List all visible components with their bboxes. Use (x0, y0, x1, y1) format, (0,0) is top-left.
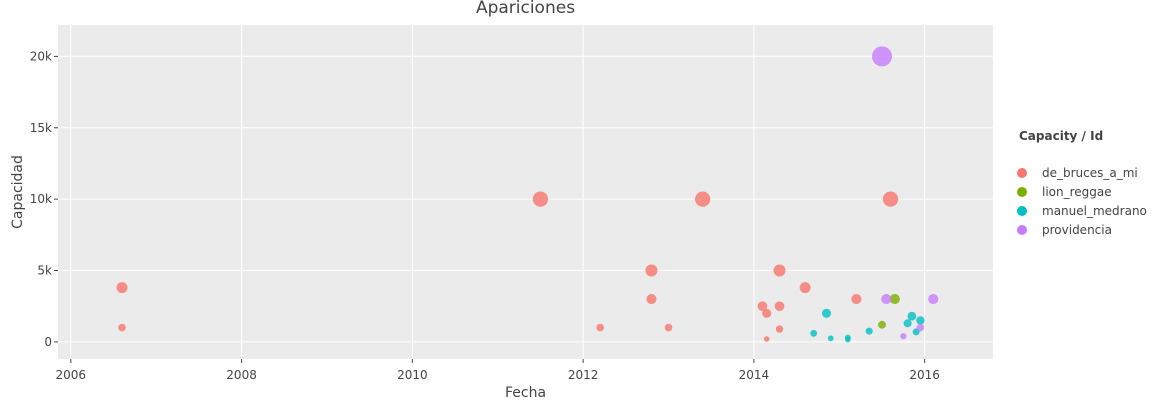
data-point-de_bruces_a_mi[interactable] (757, 301, 768, 312)
grid-lines (58, 25, 993, 359)
data-point-de_bruces_a_mi[interactable] (645, 264, 658, 277)
data-point-providencia[interactable] (871, 46, 892, 67)
legend-marker-manuel_medrano (1017, 206, 1027, 216)
data-point-providencia[interactable] (881, 293, 892, 305)
x-tick-label: 2010 (397, 368, 428, 382)
legend-label-de_bruces_a_mi: de_bruces_a_mi (1042, 166, 1138, 180)
data-point-de_bruces_a_mi[interactable] (775, 325, 784, 333)
data-point-de_bruces_a_mi[interactable] (596, 323, 605, 332)
data-point-de_bruces_a_mi[interactable] (664, 323, 673, 332)
data-point-de_bruces_a_mi[interactable] (532, 191, 549, 207)
data-point-manuel_medrano[interactable] (903, 319, 912, 328)
data-point-manuel_medrano[interactable] (916, 316, 925, 325)
x-tick-label: 2008 (226, 368, 257, 382)
y-tick-label: 15k (30, 121, 52, 135)
x-tick-label: 2012 (568, 368, 599, 382)
data-point-de_bruces_a_mi[interactable] (762, 308, 772, 318)
data-point-de_bruces_a_mi[interactable] (774, 301, 785, 312)
data-point-manuel_medrano[interactable] (845, 337, 851, 343)
data-point-lion_reggae[interactable] (889, 293, 900, 305)
data-point-de_bruces_a_mi[interactable] (851, 293, 862, 305)
axis-ticks: 2006 2008 2010 2012 2014 2016 0 5k 10k 15k 20k (30, 49, 940, 382)
legend-marker-de_bruces_a_mi (1017, 168, 1027, 178)
x-tick-label: 2016 (909, 368, 940, 382)
data-point-de_bruces_a_mi[interactable] (799, 282, 811, 294)
legend-marker-lion_reggae (1017, 187, 1027, 197)
legend-label-providencia: providencia (1042, 223, 1112, 237)
y-tick-label: 5k (37, 264, 52, 278)
data-point-manuel_medrano[interactable] (827, 335, 834, 342)
data-point-de_bruces_a_mi[interactable] (118, 323, 126, 332)
legend-label-manuel_medrano: manuel_medrano (1042, 204, 1147, 218)
data-point-providencia[interactable] (928, 293, 939, 305)
data-point-de_bruces_a_mi[interactable] (773, 264, 786, 277)
x-axis-title: Fecha (505, 385, 546, 400)
y-tick-label: 20k (30, 49, 52, 63)
x-tick-label: 2006 (56, 368, 87, 382)
data-point-manuel_medrano[interactable] (810, 329, 818, 337)
legend: Capacity / Id de_bruces_a_mi lion_reggaem… (1017, 129, 1147, 237)
data-point-de_bruces_a_mi[interactable] (882, 191, 899, 207)
data-points (116, 46, 939, 343)
data-point-de_bruces_a_mi[interactable] (116, 282, 128, 294)
data-point-de_bruces_a_mi[interactable] (695, 191, 711, 207)
data-point-manuel_medrano[interactable] (865, 327, 873, 335)
chart-title: Apariciones (476, 0, 575, 18)
data-point-providencia[interactable] (900, 333, 907, 340)
legend-marker-providencia (1017, 225, 1027, 235)
data-point-manuel_medrano[interactable] (821, 308, 832, 318)
y-tick-label: 0 (44, 335, 52, 349)
data-point-manuel_medrano[interactable] (907, 311, 917, 321)
legend-label-lion_reggae: lion_reggae (1042, 185, 1112, 199)
x-tick-label: 2014 (739, 368, 770, 382)
y-tick-label: 10k (30, 192, 52, 206)
data-point-de_bruces_a_mi[interactable] (763, 336, 770, 342)
data-point-de_bruces_a_mi[interactable] (646, 293, 657, 305)
y-axis-title: Capacidad (10, 155, 26, 229)
data-point-providencia[interactable] (916, 323, 925, 332)
data-point-lion_reggae[interactable] (878, 320, 886, 329)
plot-background (58, 25, 993, 359)
legend-title: Capacity / Id (1019, 129, 1103, 143)
